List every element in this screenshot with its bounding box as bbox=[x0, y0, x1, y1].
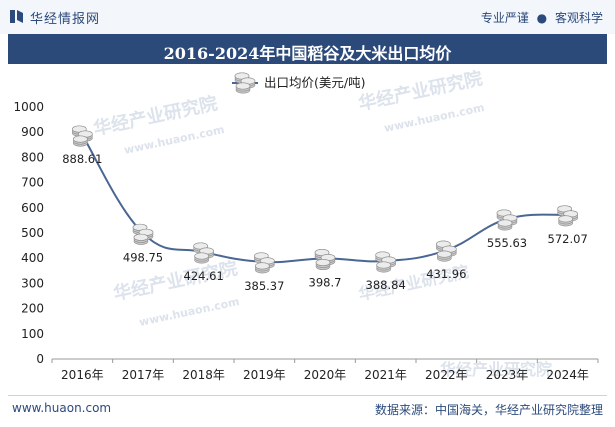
x-tick-label: 2020年 bbox=[304, 368, 347, 382]
x-tick-label: 2022年 bbox=[425, 368, 468, 382]
y-tick-label: 600 bbox=[21, 201, 44, 215]
x-tick-label: 2023年 bbox=[486, 368, 529, 382]
y-tick-label: 1000 bbox=[13, 100, 44, 114]
data-point bbox=[132, 223, 154, 245]
x-tick-label: 2017年 bbox=[122, 368, 165, 382]
tagline: 专业严谨 ● 客观科学 bbox=[481, 9, 603, 26]
footer-source: 数据来源：中国海关，华经产业研究院整理 bbox=[374, 403, 603, 417]
y-tick-label: 800 bbox=[21, 150, 44, 164]
data-label: 385.37 bbox=[244, 279, 284, 293]
data-point bbox=[375, 251, 396, 273]
y-tick-label: 0 bbox=[36, 352, 44, 366]
y-tick-label: 400 bbox=[21, 251, 44, 265]
data-label: 388.84 bbox=[366, 278, 406, 292]
x-tick-label: 2024年 bbox=[546, 368, 589, 382]
data-label: 431.96 bbox=[426, 267, 466, 281]
legend-label: 出口均价(美元/吨) bbox=[264, 75, 365, 90]
data-point bbox=[72, 125, 93, 147]
x-tick-label: 2019年 bbox=[243, 368, 286, 382]
y-tick-label: 300 bbox=[21, 276, 44, 290]
y-tick-label: 100 bbox=[21, 327, 44, 341]
tagline-left: 专业严谨 bbox=[480, 11, 529, 25]
watermark-text: 华经产业研究院 bbox=[440, 360, 552, 379]
logo-icon bbox=[10, 10, 23, 23]
x-tick-label: 2021年 bbox=[364, 368, 407, 382]
footer-website[interactable]: www.huaon.com bbox=[12, 401, 112, 415]
data-point bbox=[557, 205, 578, 227]
x-tick-label: 2018年 bbox=[182, 368, 225, 382]
brand-name: 华经情报网 bbox=[30, 12, 101, 27]
y-tick-label: 200 bbox=[21, 302, 44, 316]
y-tick-label: 700 bbox=[21, 176, 44, 190]
watermark-url: www.huaon.com bbox=[138, 295, 241, 329]
data-label: 398.7 bbox=[309, 276, 342, 290]
tagline-right: 客观科学 bbox=[554, 11, 603, 25]
header-bar: 华经情报网 专业严谨 ● 客观科学 bbox=[0, 0, 615, 34]
legend-swatch-marker bbox=[234, 72, 256, 94]
data-point bbox=[254, 252, 275, 274]
data-point bbox=[314, 249, 336, 271]
data-label: 498.75 bbox=[123, 250, 163, 264]
chart-title: 2016-2024年中国稻谷及大米出口均价 bbox=[163, 44, 452, 63]
footer-divider bbox=[8, 395, 607, 396]
data-label: 424.61 bbox=[184, 269, 224, 283]
x-tick-label: 2016年 bbox=[61, 368, 104, 382]
title-bar: 2016-2024年中国稻谷及大米出口均价 bbox=[8, 34, 607, 64]
data-point bbox=[193, 242, 214, 264]
data-label: 572.07 bbox=[548, 232, 588, 246]
y-tick-label: 900 bbox=[21, 125, 44, 139]
data-label: 555.63 bbox=[487, 236, 527, 250]
y-tick-label: 500 bbox=[21, 226, 44, 240]
data-point bbox=[496, 209, 518, 231]
data-label: 888.61 bbox=[62, 152, 102, 166]
tagline-separator: ● bbox=[536, 11, 548, 25]
data-point bbox=[436, 240, 457, 262]
